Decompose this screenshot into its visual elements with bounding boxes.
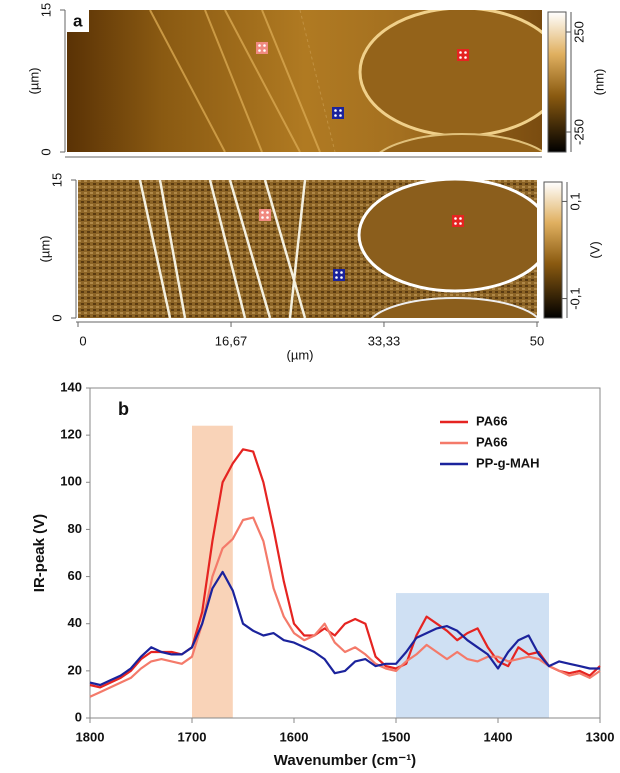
colorbar-tick-label: -0,1: [567, 287, 582, 309]
plot-frame: [89, 387, 601, 719]
x-tick-label: 1500: [382, 729, 411, 744]
series-line: [89, 570, 600, 687]
x-tick-label: 50: [530, 333, 544, 348]
highlight-band: [192, 425, 233, 718]
y-axis-label: (µm): [37, 236, 52, 263]
panel-label-box: [67, 10, 89, 32]
x-tick-label: 1700: [178, 729, 207, 744]
colorbar-label: (nm): [591, 69, 606, 96]
x-tick-label: 1400: [484, 729, 513, 744]
legend-label: PA66: [476, 434, 508, 449]
x-tick-label: 1800: [76, 729, 105, 744]
x-tick-label: 1600: [280, 729, 309, 744]
colorbar-tick-label: 250: [571, 21, 586, 43]
colorbar: [547, 11, 567, 153]
y-tick-label: 0: [49, 314, 64, 321]
colorbar: [543, 181, 563, 319]
y-tick-label: 120: [60, 427, 82, 442]
colorbar-tick-label: -250: [571, 119, 586, 145]
y-tick-label: 140: [60, 379, 82, 394]
legend-label: PA66: [476, 413, 508, 428]
y-tick-label: 0: [75, 709, 82, 724]
x-axis-label: Wavenumber (cm⁻¹): [274, 752, 416, 769]
colorbar-label: (V): [587, 241, 602, 258]
afm-height-image: [67, 10, 542, 152]
y-tick-label: 40: [68, 615, 82, 630]
legend-label: PP-g-MAH: [476, 455, 540, 470]
afm-ir-image: [78, 180, 537, 318]
y-tick-label: 20: [68, 662, 82, 677]
y-axis-label: IR-peak (V): [31, 514, 48, 592]
panel-label: b: [118, 399, 129, 419]
y-axis-label: (µm): [26, 68, 41, 95]
highlight-band: [396, 593, 549, 718]
y-tick-label: 60: [68, 568, 82, 583]
x-tick-label: 16,67: [215, 333, 248, 348]
colorbar-tick-label: 0,1: [567, 192, 582, 210]
series-line: [89, 448, 601, 689]
y-tick-label: 100: [60, 474, 82, 489]
x-axis-label: (µm): [287, 347, 314, 362]
y-tick-label: 15: [49, 173, 64, 187]
x-tick-label: 1300: [586, 729, 615, 744]
x-tick-label: 33,33: [368, 333, 401, 348]
series-line: [89, 516, 601, 698]
y-tick-label: 15: [38, 3, 53, 17]
panel-label: a: [73, 11, 83, 30]
y-tick-label: 80: [68, 521, 82, 536]
x-tick-label: 0: [79, 333, 86, 348]
y-tick-label: 0: [38, 148, 53, 155]
